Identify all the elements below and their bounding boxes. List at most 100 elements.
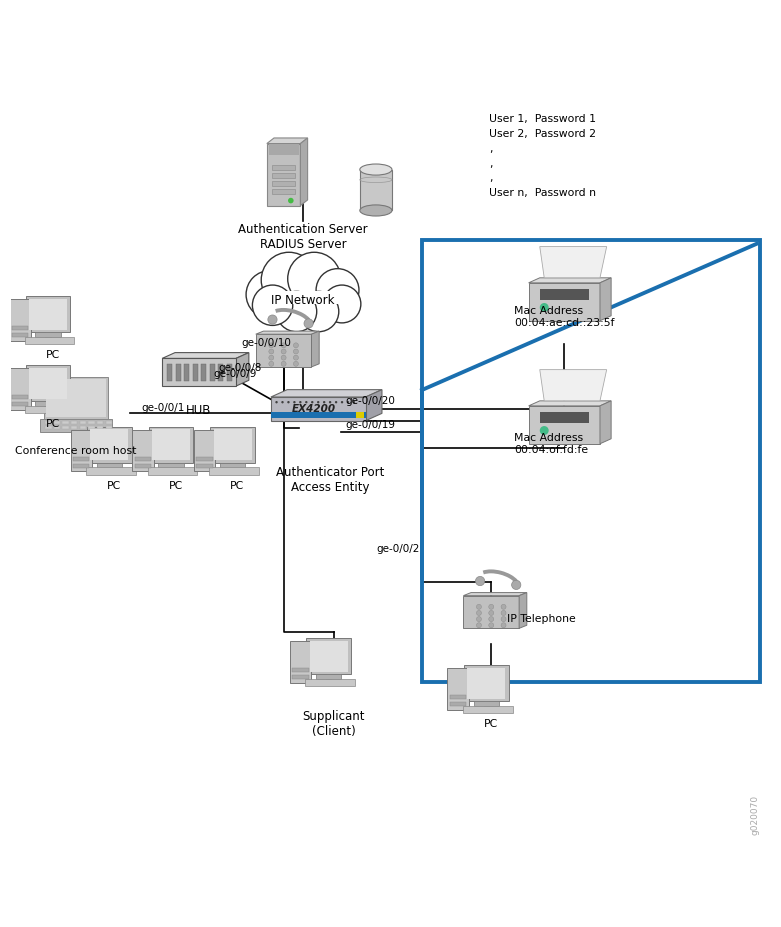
Circle shape bbox=[311, 401, 313, 404]
Polygon shape bbox=[12, 334, 28, 337]
Polygon shape bbox=[305, 679, 355, 686]
Polygon shape bbox=[45, 402, 51, 407]
Text: ge-0/0/20: ge-0/0/20 bbox=[345, 395, 395, 405]
Circle shape bbox=[294, 356, 298, 361]
Text: PC: PC bbox=[107, 480, 122, 490]
Polygon shape bbox=[450, 695, 466, 699]
Circle shape bbox=[501, 604, 506, 610]
Circle shape bbox=[281, 349, 286, 355]
Polygon shape bbox=[230, 464, 235, 468]
Polygon shape bbox=[148, 468, 198, 475]
Polygon shape bbox=[450, 703, 466, 706]
Polygon shape bbox=[201, 364, 206, 381]
Text: User 1,  Password 1
User 2,  Password 2
,
,
,
User n,  Password n: User 1, Password 1 User 2, Password 2 , … bbox=[489, 114, 596, 197]
Circle shape bbox=[476, 577, 485, 586]
Polygon shape bbox=[210, 427, 255, 464]
Polygon shape bbox=[255, 332, 319, 335]
Polygon shape bbox=[196, 457, 212, 461]
Polygon shape bbox=[301, 139, 308, 207]
Polygon shape bbox=[45, 421, 52, 425]
Polygon shape bbox=[600, 278, 611, 322]
Polygon shape bbox=[529, 401, 611, 406]
Circle shape bbox=[476, 604, 481, 610]
Text: IP Network: IP Network bbox=[271, 294, 334, 307]
Polygon shape bbox=[71, 426, 77, 430]
Polygon shape bbox=[540, 289, 589, 300]
Polygon shape bbox=[194, 430, 215, 472]
Polygon shape bbox=[292, 668, 308, 672]
Polygon shape bbox=[218, 364, 223, 381]
Polygon shape bbox=[269, 145, 298, 156]
Polygon shape bbox=[40, 420, 112, 433]
Polygon shape bbox=[540, 370, 607, 401]
Polygon shape bbox=[152, 430, 190, 461]
Circle shape bbox=[294, 362, 298, 367]
Polygon shape bbox=[529, 278, 611, 284]
Polygon shape bbox=[196, 464, 212, 468]
Polygon shape bbox=[463, 593, 527, 596]
Polygon shape bbox=[107, 464, 112, 468]
Circle shape bbox=[316, 270, 359, 312]
Circle shape bbox=[512, 580, 521, 590]
Circle shape bbox=[269, 356, 274, 361]
Polygon shape bbox=[97, 426, 103, 430]
Circle shape bbox=[540, 426, 549, 436]
Polygon shape bbox=[262, 292, 347, 305]
Ellipse shape bbox=[360, 165, 392, 176]
Polygon shape bbox=[35, 402, 60, 407]
Polygon shape bbox=[25, 406, 74, 413]
Polygon shape bbox=[105, 421, 112, 425]
Circle shape bbox=[476, 617, 481, 622]
Polygon shape bbox=[529, 406, 600, 444]
Text: ge-0/0/2: ge-0/0/2 bbox=[376, 543, 419, 553]
Polygon shape bbox=[226, 364, 232, 381]
Polygon shape bbox=[80, 426, 86, 430]
Polygon shape bbox=[184, 364, 190, 381]
Polygon shape bbox=[25, 337, 74, 345]
Circle shape bbox=[476, 611, 481, 616]
Circle shape bbox=[501, 623, 506, 629]
Text: Authenticator Port
Access Entity: Authenticator Port Access Entity bbox=[276, 465, 384, 494]
Circle shape bbox=[305, 401, 308, 404]
Circle shape bbox=[293, 401, 295, 404]
Polygon shape bbox=[132, 430, 154, 472]
Polygon shape bbox=[169, 464, 173, 468]
Text: PC: PC bbox=[46, 349, 60, 360]
Circle shape bbox=[489, 611, 494, 616]
Polygon shape bbox=[209, 468, 259, 475]
Circle shape bbox=[288, 198, 294, 204]
Circle shape bbox=[501, 617, 506, 622]
Circle shape bbox=[268, 315, 277, 324]
Polygon shape bbox=[326, 675, 331, 679]
Polygon shape bbox=[97, 464, 122, 468]
Text: Authentication Server
RADIUS Server: Authentication Server RADIUS Server bbox=[238, 223, 368, 251]
Polygon shape bbox=[463, 705, 513, 713]
Circle shape bbox=[269, 349, 274, 355]
Polygon shape bbox=[135, 457, 151, 461]
Circle shape bbox=[281, 362, 286, 367]
Circle shape bbox=[281, 401, 284, 404]
Polygon shape bbox=[474, 702, 499, 706]
Circle shape bbox=[299, 401, 301, 404]
Polygon shape bbox=[62, 426, 69, 430]
Text: ge-0/0/19: ge-0/0/19 bbox=[345, 420, 395, 430]
Text: Mac Address
00:04:of:fd:fe: Mac Address 00:04:of:fd:fe bbox=[515, 433, 588, 454]
Polygon shape bbox=[88, 421, 95, 425]
Circle shape bbox=[246, 272, 294, 319]
Polygon shape bbox=[12, 396, 28, 400]
Circle shape bbox=[252, 286, 293, 326]
Circle shape bbox=[294, 344, 298, 349]
Text: ge-0/0/1: ge-0/0/1 bbox=[141, 402, 185, 413]
Circle shape bbox=[489, 623, 494, 629]
Polygon shape bbox=[464, 666, 508, 702]
Polygon shape bbox=[54, 426, 60, 430]
Circle shape bbox=[335, 401, 337, 404]
Circle shape bbox=[489, 617, 494, 622]
Polygon shape bbox=[87, 427, 132, 464]
Polygon shape bbox=[255, 335, 312, 367]
Polygon shape bbox=[193, 364, 198, 381]
Polygon shape bbox=[360, 171, 392, 211]
Circle shape bbox=[329, 401, 331, 404]
Polygon shape bbox=[91, 430, 129, 461]
Text: HUB: HUB bbox=[187, 403, 212, 416]
